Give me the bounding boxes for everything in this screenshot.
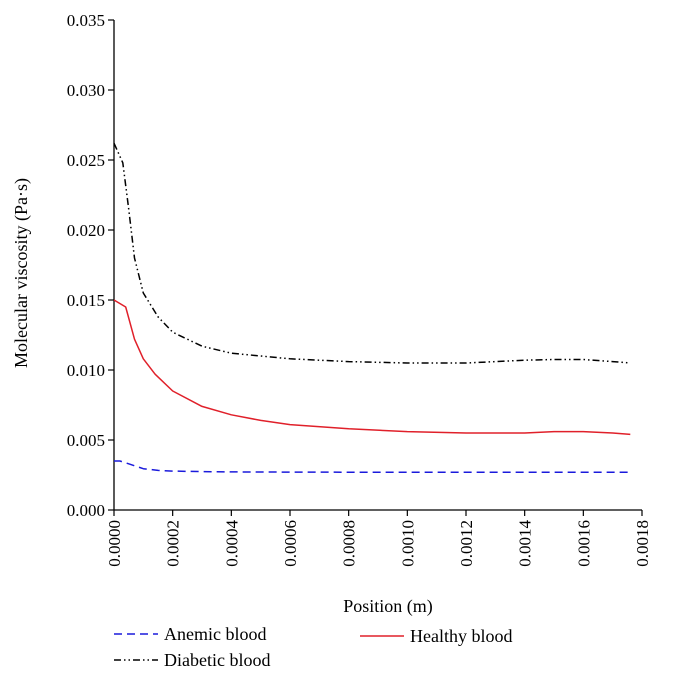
y-tick-label: 0.005 [67,431,105,450]
axes: 0.000 0.005 0.010 0.015 0.020 0.025 0.030 0.035… [67,11,652,567]
x-tick-label: 0.0002 [164,520,183,567]
y-tick-label: 0.025 [67,151,105,170]
x-tick-label: 0.0010 [398,520,417,567]
legend-label-healthy-blood: Healthy blood [410,626,512,646]
series-line-anemic-blood [114,460,631,473]
x-tick-label: 0.0006 [281,520,300,567]
legend: Anemic blood Healthy blood Diabetic blood [114,624,512,670]
x-tick-label: 0.0008 [340,520,359,567]
x-axis-title: Position (m) [343,596,433,617]
y-tick-label: 0.035 [67,11,105,30]
x-tick-label: 0.0004 [222,520,241,567]
y-tick-label: 0.010 [67,361,105,380]
series-line-diabetic-blood [113,142,631,364]
series-line-healthy-blood [113,299,631,436]
y-tick-label: 0.000 [67,501,105,520]
y-tick-label: 0.015 [67,291,105,310]
y-tick-label: 0.020 [67,221,105,240]
x-tick-label: 0.0018 [633,520,652,567]
legend-label-diabetic-blood: Diabetic blood [164,650,270,670]
x-tick-label: 0.0012 [457,520,476,567]
y-tick-label: 0.030 [67,81,105,100]
x-tick-label: 0.0000 [105,520,124,567]
y-axis-title: Molecular viscosity (Pa·s) [11,178,32,368]
x-tick-label: 0.0014 [516,520,535,567]
series-layer [113,142,631,473]
x-tick-label: 0.0016 [574,520,593,567]
legend-label-anemic-blood: Anemic blood [164,624,266,644]
